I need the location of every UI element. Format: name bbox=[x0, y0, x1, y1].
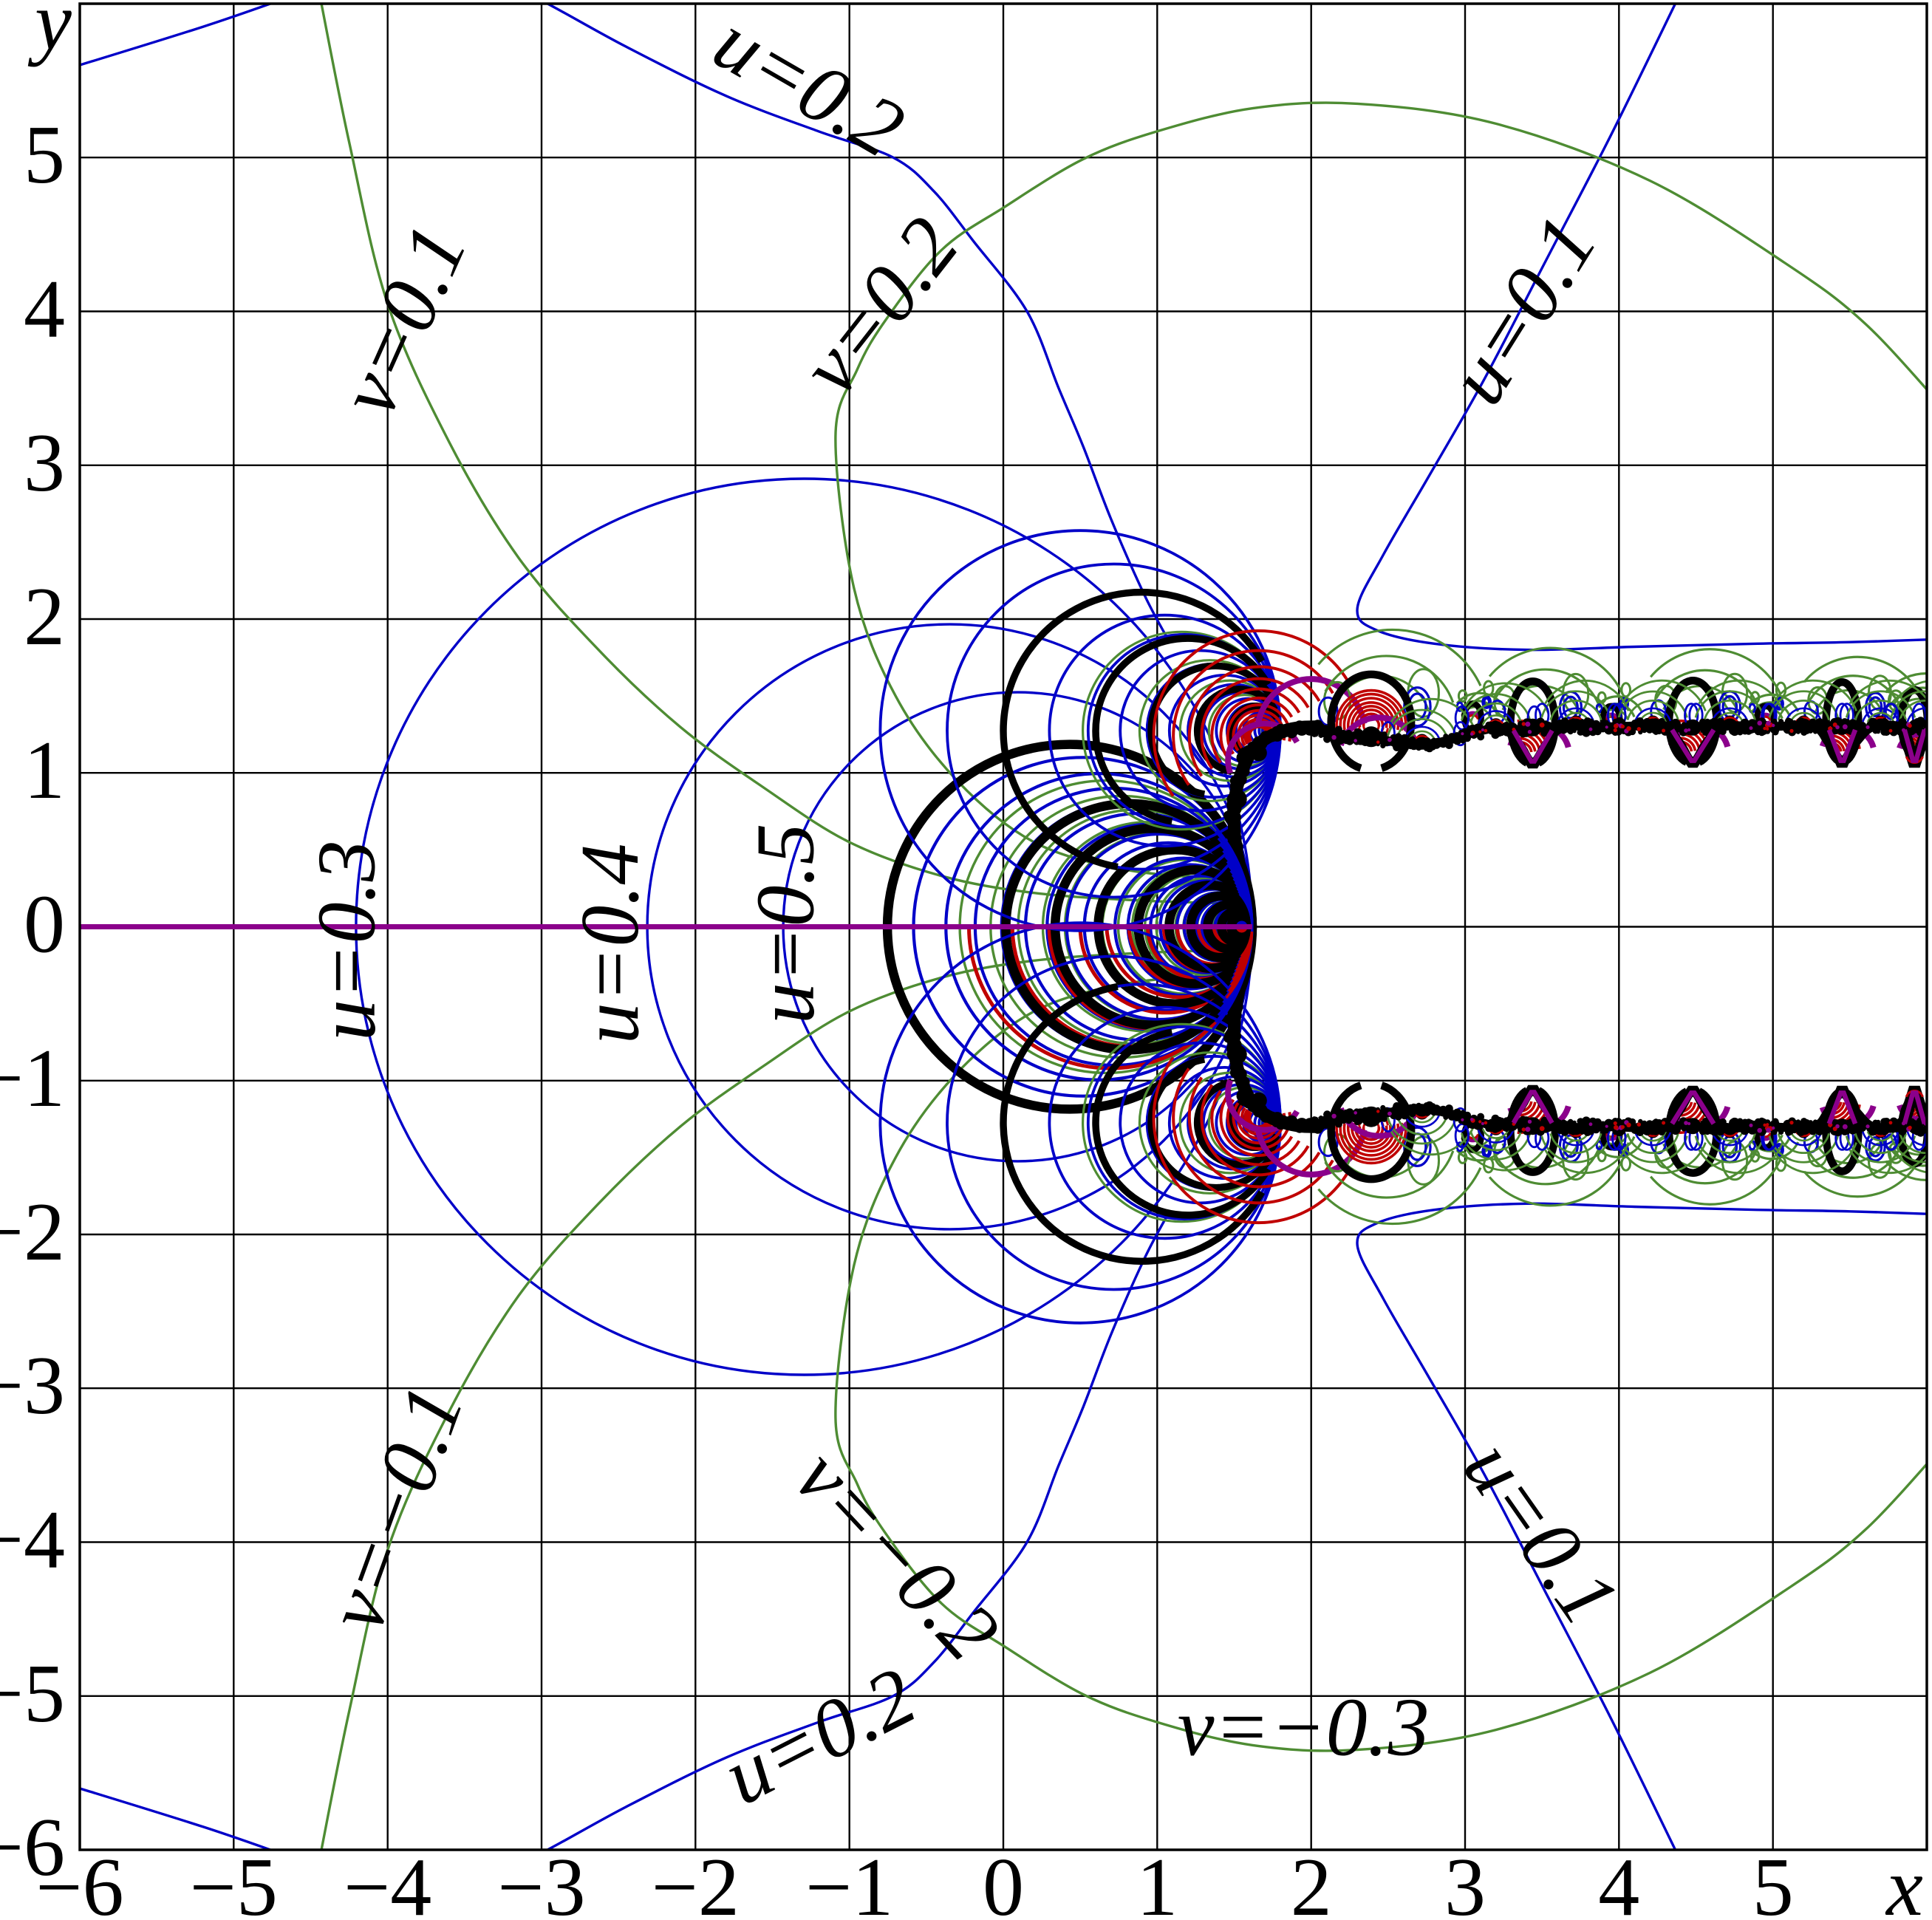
svg-text:4: 4 bbox=[24, 264, 65, 355]
svg-text:3: 3 bbox=[1444, 1842, 1486, 1916]
svg-text:u=0.3: u=0.3 bbox=[301, 840, 393, 1041]
svg-text:u=0.4: u=0.4 bbox=[564, 844, 656, 1045]
svg-text:−1: −1 bbox=[805, 1842, 893, 1916]
svg-text:−4: −4 bbox=[0, 1494, 65, 1586]
svg-text:−3: −3 bbox=[497, 1842, 585, 1916]
svg-text:1: 1 bbox=[24, 725, 65, 816]
svg-text:−2: −2 bbox=[652, 1842, 740, 1916]
svg-text:0: 0 bbox=[24, 879, 65, 971]
svg-text:−4: −4 bbox=[344, 1842, 431, 1916]
svg-text:−2: −2 bbox=[0, 1186, 65, 1278]
svg-text:0: 0 bbox=[983, 1842, 1024, 1916]
svg-text:−5: −5 bbox=[0, 1648, 65, 1740]
svg-text:5: 5 bbox=[24, 109, 65, 201]
svg-text:x: x bbox=[1885, 1842, 1923, 1916]
svg-text:2: 2 bbox=[24, 571, 65, 663]
svg-text:5: 5 bbox=[1752, 1842, 1794, 1916]
svg-text:2: 2 bbox=[1291, 1842, 1332, 1916]
svg-text:−6: −6 bbox=[0, 1802, 65, 1893]
svg-text:−5: −5 bbox=[190, 1842, 278, 1916]
svg-text:3: 3 bbox=[24, 417, 65, 509]
svg-text:1: 1 bbox=[1136, 1842, 1178, 1916]
svg-text:4: 4 bbox=[1598, 1842, 1639, 1916]
svg-text:v=−0.3: v=−0.3 bbox=[1178, 1682, 1430, 1774]
svg-text:−3: −3 bbox=[0, 1340, 65, 1432]
svg-text:u=0.5: u=0.5 bbox=[740, 824, 831, 1025]
svg-text:−1: −1 bbox=[0, 1033, 65, 1124]
